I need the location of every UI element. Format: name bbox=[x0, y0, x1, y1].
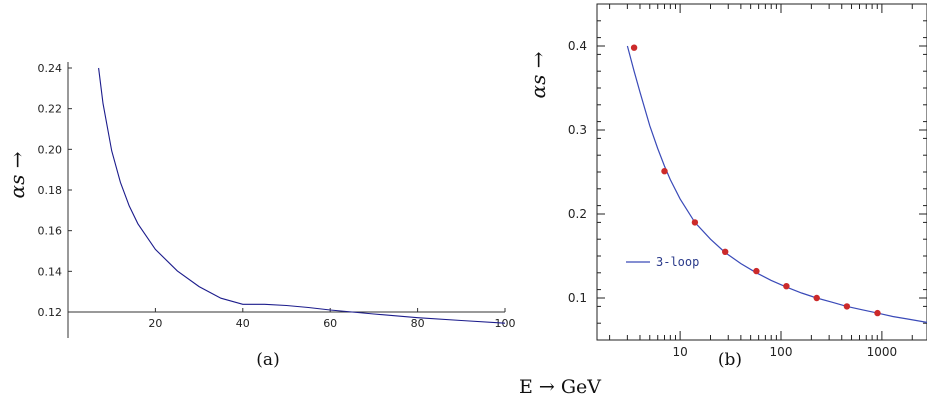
chart-a: αs → 0.12 0.14 0.16 0.18 0.20 0.22 0.24 20 40 60… bbox=[5, 62, 516, 370]
chart-b-ytick-label: 0.3 bbox=[568, 123, 587, 137]
chart-a-ytick-label: 0.12 bbox=[38, 306, 63, 319]
chart-a-xtick-label: 80 bbox=[411, 317, 425, 330]
chart-b-data-point bbox=[691, 219, 699, 226]
chart-b-data-point bbox=[661, 168, 668, 175]
chart-b: αs → 0.1 0.2 0.3 0.4 10 100 1000 3-loop (b) bbox=[526, 3, 927, 370]
chart-a-xtick-label: 40 bbox=[236, 317, 250, 330]
chart-a-ytick-label: 0.24 bbox=[38, 62, 63, 75]
chart-a-ytick-label: 0.20 bbox=[38, 143, 63, 156]
chart-a-ytick-label: 0.14 bbox=[38, 265, 63, 278]
chart-b-frame bbox=[596, 3, 927, 341]
chart-b-legend: 3-loop bbox=[626, 255, 699, 269]
chart-b-xtick-label: 10 bbox=[672, 345, 687, 359]
chart-a-series bbox=[98, 67, 506, 324]
chart-b-data-point bbox=[630, 44, 638, 51]
chart-b-x-ticks: 10 100 1000 bbox=[609, 4, 913, 359]
chart-b-data-point bbox=[813, 294, 820, 302]
common-x-axis-label: E → GeV bbox=[519, 376, 601, 398]
chart-b-data-point bbox=[874, 309, 881, 317]
chart-a-xtick-label: 20 bbox=[148, 317, 162, 330]
chart-b-y-ticks: 0.1 0.2 0.3 0.4 bbox=[568, 3, 927, 341]
chart-b-data-point bbox=[783, 283, 790, 290]
chart-b-data-point bbox=[722, 248, 729, 255]
chart-a-x-ticks: 20 40 60 80 100 bbox=[148, 308, 516, 330]
chart-a-line bbox=[98, 67, 506, 324]
chart-a-ytick-label: 0.16 bbox=[38, 225, 63, 238]
chart-b-data-point bbox=[843, 303, 851, 310]
chart-b-ytick-label: 0.1 bbox=[568, 291, 587, 305]
chart-b-xtick-label: 100 bbox=[770, 345, 793, 359]
chart-b-data-point bbox=[753, 267, 760, 275]
chart-b-legend-label: 3-loop bbox=[656, 255, 699, 269]
chart-b-ylabel: αs → bbox=[526, 51, 550, 98]
chart-a-ylabel: αs → bbox=[5, 151, 29, 198]
chart-a-ytick-label: 0.22 bbox=[38, 103, 63, 116]
chart-a-y-ticks: 0.12 0.14 0.16 0.18 0.20 0.22 0.24 bbox=[38, 62, 72, 319]
chart-b-xtick-label: 1000 bbox=[867, 345, 898, 359]
chart-a-xtick-label: 100 bbox=[495, 317, 516, 330]
chart-b-caption: (b) bbox=[718, 350, 742, 370]
chart-b-ytick-label: 0.2 bbox=[568, 207, 587, 221]
chart-b-ytick-label: 0.4 bbox=[568, 39, 587, 53]
chart-a-ytick-label: 0.18 bbox=[38, 184, 63, 197]
chart-b-line bbox=[626, 45, 927, 323]
chart-b-series bbox=[626, 44, 927, 323]
chart-a-xtick-label: 60 bbox=[323, 317, 337, 330]
chart-a-caption: (a) bbox=[256, 350, 279, 370]
